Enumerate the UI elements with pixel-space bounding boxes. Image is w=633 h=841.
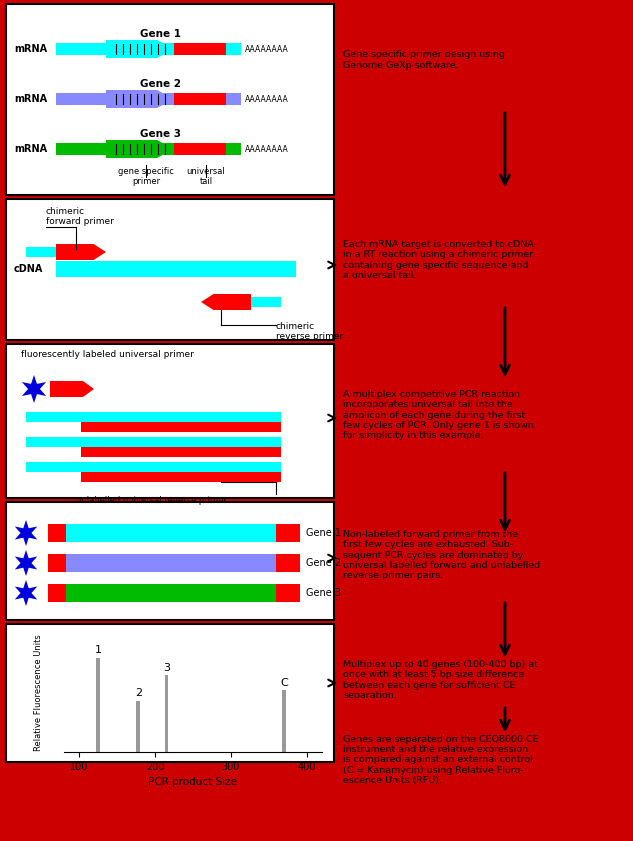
Text: unlabelled universal reverse primer: unlabelled universal reverse primer bbox=[75, 496, 227, 505]
Text: 1: 1 bbox=[95, 645, 102, 655]
Text: chimeric
forward primer: chimeric forward primer bbox=[46, 207, 114, 226]
Polygon shape bbox=[106, 40, 174, 58]
Bar bbox=[6, 502, 334, 620]
Text: Genes are separated on the CEQ8000 CE
instrument and the relative expression
is : Genes are separated on the CEQ8000 CE in… bbox=[343, 735, 539, 785]
Bar bbox=[81, 422, 281, 432]
Text: chimeric
reverse primer: chimeric reverse primer bbox=[276, 322, 343, 341]
Text: fluorescently labeled universal primer: fluorescently labeled universal primer bbox=[21, 350, 194, 359]
Bar bbox=[276, 524, 300, 542]
Polygon shape bbox=[106, 90, 174, 108]
Bar bbox=[6, 4, 334, 195]
Text: Relative Fluorescence Units: Relative Fluorescence Units bbox=[34, 635, 43, 751]
Text: Each mRNA target is converted to cDNA
in a RT reaction using a chimeric primer
c: Each mRNA target is converted to cDNA in… bbox=[343, 240, 534, 280]
Polygon shape bbox=[106, 140, 174, 158]
Bar bbox=[174, 93, 226, 105]
Text: Gene 2: Gene 2 bbox=[141, 79, 182, 89]
Text: gene specific
primer: gene specific primer bbox=[118, 167, 174, 187]
Bar bbox=[6, 344, 334, 498]
Text: mRNA: mRNA bbox=[14, 94, 47, 104]
Bar bbox=[137, 701, 141, 752]
Bar bbox=[66, 554, 276, 572]
Bar bbox=[26, 437, 281, 447]
Bar bbox=[282, 690, 286, 752]
Text: Gene 3: Gene 3 bbox=[306, 588, 341, 598]
Text: cDNA: cDNA bbox=[14, 264, 44, 274]
Bar bbox=[48, 554, 66, 572]
Text: Gene 1: Gene 1 bbox=[141, 29, 182, 39]
X-axis label: PCR product Size: PCR product Size bbox=[149, 777, 237, 787]
Text: Non-labeled forward primer from the
first few cycles are exhausted. Sub-
sequent: Non-labeled forward primer from the firs… bbox=[343, 530, 540, 580]
Bar bbox=[56, 93, 241, 105]
Polygon shape bbox=[201, 294, 251, 310]
Bar bbox=[66, 584, 276, 602]
Bar bbox=[276, 584, 300, 602]
Bar bbox=[26, 247, 56, 257]
Bar bbox=[174, 143, 226, 155]
Polygon shape bbox=[22, 375, 46, 403]
Bar bbox=[26, 412, 281, 422]
Text: mRNA: mRNA bbox=[14, 44, 47, 54]
Text: 2: 2 bbox=[135, 689, 142, 698]
Polygon shape bbox=[15, 550, 37, 576]
Text: mRNA: mRNA bbox=[14, 144, 47, 154]
Bar bbox=[56, 261, 296, 277]
Polygon shape bbox=[15, 580, 37, 606]
Bar bbox=[251, 297, 281, 307]
Text: universal
tail: universal tail bbox=[187, 167, 225, 187]
Text: Gene 3: Gene 3 bbox=[141, 129, 182, 139]
Polygon shape bbox=[15, 520, 37, 546]
Text: AAAAAAAA: AAAAAAAA bbox=[245, 94, 289, 103]
Text: AAAAAAAA: AAAAAAAA bbox=[245, 45, 289, 54]
Bar bbox=[174, 43, 226, 55]
Bar bbox=[66, 524, 276, 542]
Bar bbox=[81, 447, 281, 457]
Bar bbox=[6, 624, 334, 762]
Text: Gene specific primer design using
Genome GeXp software.: Gene specific primer design using Genome… bbox=[343, 50, 505, 70]
Text: C: C bbox=[280, 678, 288, 688]
Text: Gene 2: Gene 2 bbox=[306, 558, 341, 568]
Text: A multiplex competitive PCR reaction
incoroporates universal tail into the
ampli: A multiplex competitive PCR reaction inc… bbox=[343, 389, 534, 441]
Bar bbox=[56, 43, 241, 55]
Bar bbox=[6, 199, 334, 340]
Bar bbox=[56, 143, 241, 155]
Bar bbox=[48, 524, 66, 542]
Bar bbox=[165, 674, 168, 752]
Bar bbox=[276, 554, 300, 572]
Bar bbox=[26, 462, 281, 472]
Bar bbox=[48, 584, 66, 602]
Text: AAAAAAAA: AAAAAAAA bbox=[245, 145, 289, 154]
Polygon shape bbox=[50, 381, 94, 397]
Bar bbox=[96, 658, 100, 752]
Text: Gene 1: Gene 1 bbox=[306, 528, 341, 538]
Text: Multiplex up to 40 genes (100-400 bp) at
once with at least 5 bp size difference: Multiplex up to 40 genes (100-400 bp) at… bbox=[343, 660, 538, 700]
Text: 3: 3 bbox=[163, 663, 170, 673]
Polygon shape bbox=[56, 244, 106, 260]
Bar bbox=[81, 472, 281, 482]
